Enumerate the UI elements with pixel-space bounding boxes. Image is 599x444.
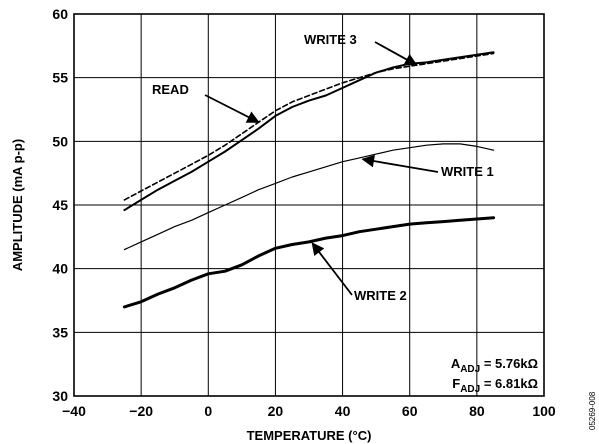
y-tick-label: 40 — [52, 261, 68, 277]
adj-value: = 5.76kΩ — [480, 356, 538, 371]
x-axis-label: TEMPERATURE (°C) — [247, 428, 372, 443]
x-tick-labels: −40 −20 0 20 40 60 80 100 — [62, 403, 556, 419]
plot-frame — [73, 13, 545, 397]
x-tick-label: −40 — [62, 403, 86, 419]
x-tick-label: −20 — [129, 403, 153, 419]
y-axis-label: AMPLITUDE (mA p-p) — [10, 139, 25, 271]
y-tick-label: 30 — [52, 388, 68, 404]
annotation-arrow — [374, 41, 418, 66]
x-tick-label: 0 — [204, 403, 212, 419]
annotation-write-1: WRITE 1 — [441, 164, 494, 179]
series-line-write-1 — [123, 143, 495, 251]
y-tick-label: 35 — [52, 324, 68, 340]
series-layer — [122, 51, 496, 309]
fadj-value: = 6.81kΩ — [480, 376, 538, 391]
annotation-arrow — [204, 94, 260, 124]
fadj-subscript: ADJ — [460, 384, 480, 395]
annotation-arrow — [361, 154, 439, 173]
annotation-layer: WRITE 3 READ WRITE 1 WRITE 2 — [152, 32, 494, 303]
annotation-write-2: WRITE 2 — [354, 288, 407, 303]
x-tick-label: 20 — [268, 403, 284, 419]
x-tick-label: 80 — [469, 403, 485, 419]
annotation-read: READ — [152, 82, 189, 97]
x-tick-label: 40 — [335, 403, 351, 419]
series-line-read — [123, 52, 495, 201]
x-tick-label: 60 — [402, 403, 418, 419]
series-line-write-3 — [123, 51, 495, 212]
adj-symbol: A — [451, 356, 461, 371]
annotation-arrow — [311, 242, 353, 296]
series-line-write-2 — [122, 216, 496, 309]
x-tick-label: 100 — [532, 403, 556, 419]
y-tick-label: 60 — [52, 6, 68, 22]
adj-resistor-note: AADJ = 5.76kΩ — [451, 356, 538, 375]
annotation-write-3: WRITE 3 — [304, 32, 357, 47]
y-tick-label: 50 — [52, 133, 68, 149]
adj-subscript: ADJ — [460, 364, 480, 375]
y-tick-labels: 30 35 40 45 50 55 60 — [52, 6, 68, 404]
fadj-symbol: F — [452, 376, 460, 391]
fadj-resistor-note: FADJ = 6.81kΩ — [452, 376, 538, 395]
figure-id: 05269-008 — [588, 391, 597, 430]
y-tick-label: 55 — [52, 70, 68, 86]
grid — [74, 14, 544, 396]
y-tick-label: 45 — [52, 197, 68, 213]
